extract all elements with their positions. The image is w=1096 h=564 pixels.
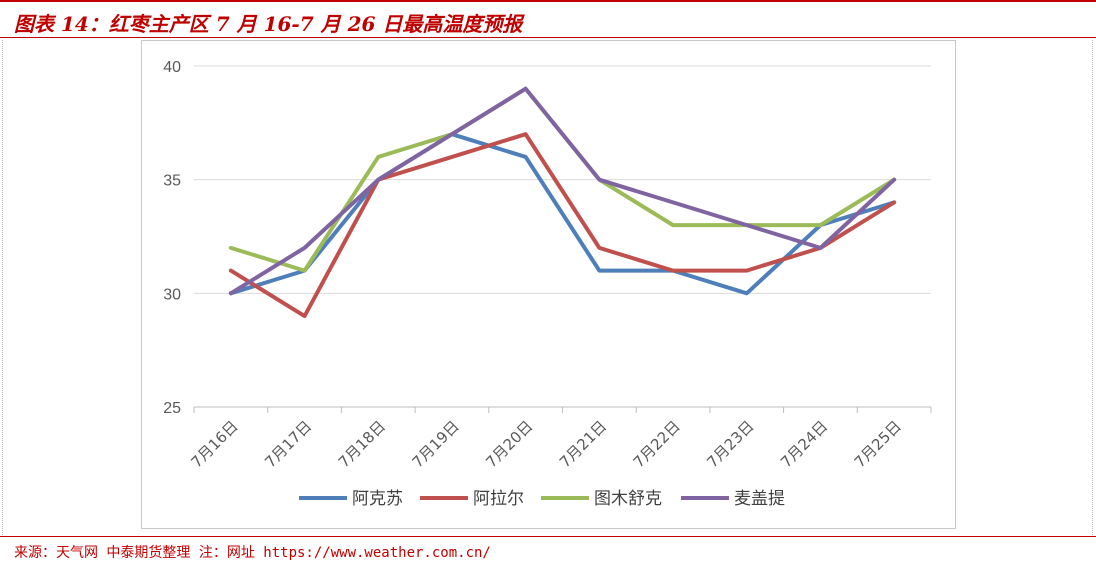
x-tick-label: 7月18日 <box>335 417 389 471</box>
legend-label-2: 阿拉尔 <box>473 489 524 509</box>
x-tick-label: 7月19日 <box>409 417 463 471</box>
source-note: 来源：天气网 中泰期货整理 注：网址 https://www.weather.c… <box>14 545 491 561</box>
y-tick-label: 25 <box>163 400 181 417</box>
legend-label-1: 阿克苏 <box>352 489 403 509</box>
series-line-4 <box>228 86 897 296</box>
y-tick-label: 30 <box>163 286 181 303</box>
y-tick-label: 35 <box>163 173 181 190</box>
source-bar: 来源：天气网 中泰期货整理 注：网址 https://www.weather.c… <box>0 536 1096 564</box>
series-line-2 <box>228 132 897 319</box>
x-tick-label: 7月23日 <box>703 417 757 471</box>
x-tick-label: 7月21日 <box>556 417 610 471</box>
page-border-left <box>2 40 3 535</box>
legend-label-4: 麦盖提 <box>734 489 785 509</box>
x-tick-label: 7月25日 <box>851 417 905 471</box>
x-tick-label: 7月16日 <box>187 417 241 471</box>
x-tick-label: 7月22日 <box>630 417 684 471</box>
title-bar: 图表 14：红枣主产区 7 月 16-7 月 26 日最高温度预报 <box>0 0 1096 38</box>
y-tick-label: 40 <box>163 59 181 76</box>
page-border-right <box>1092 40 1093 535</box>
x-tick-label: 7月24日 <box>777 417 831 471</box>
legend-label-3: 图木舒克 <box>594 489 662 509</box>
figure-title: 图表 14：红枣主产区 7 月 16-7 月 26 日最高温度预报 <box>14 12 523 36</box>
x-tick-label: 7月17日 <box>261 417 315 471</box>
chart-frame <box>141 40 956 529</box>
x-tick-label: 7月20日 <box>482 417 536 471</box>
